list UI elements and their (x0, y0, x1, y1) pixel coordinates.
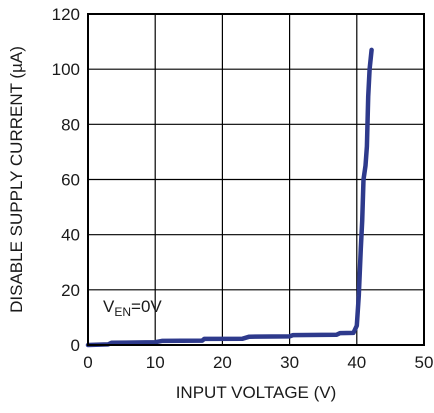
x-tick-label: 50 (415, 353, 434, 372)
annotation-subscript: EN (114, 305, 131, 319)
enable-voltage-annotation: VEN=0V (103, 297, 162, 319)
plot-frame (87, 13, 425, 346)
series-layer (85, 47, 374, 348)
x-tick-label: 20 (213, 353, 232, 372)
y-tick-label: 120 (52, 5, 80, 24)
x-tick-label: 40 (347, 353, 366, 372)
y-tick-label: 100 (52, 60, 80, 79)
y-tick-label: 0 (71, 336, 80, 355)
y-tick-label: 40 (61, 226, 80, 245)
y-tick-label: 60 (61, 171, 80, 190)
x-axis-label: INPUT VOLTAGE (V) (176, 383, 337, 402)
annotation-suffix: =0V (131, 297, 162, 316)
y-tick-labels: 0 20 40 60 80 100 120 (52, 5, 80, 355)
y-tick-label: 20 (61, 281, 80, 300)
series-line (85, 47, 374, 348)
y-axis-label: DISABLE SUPPLY CURRENT (µA) (7, 46, 26, 313)
x-tick-label: 30 (280, 353, 299, 372)
x-tick-label: 0 (83, 353, 92, 372)
x-tick-labels: 0 10 20 30 40 50 (83, 353, 433, 372)
x-tick-label: 10 (146, 353, 165, 372)
y-tick-label: 80 (61, 115, 80, 134)
grid (88, 14, 424, 345)
annotation-main: V (103, 297, 115, 316)
